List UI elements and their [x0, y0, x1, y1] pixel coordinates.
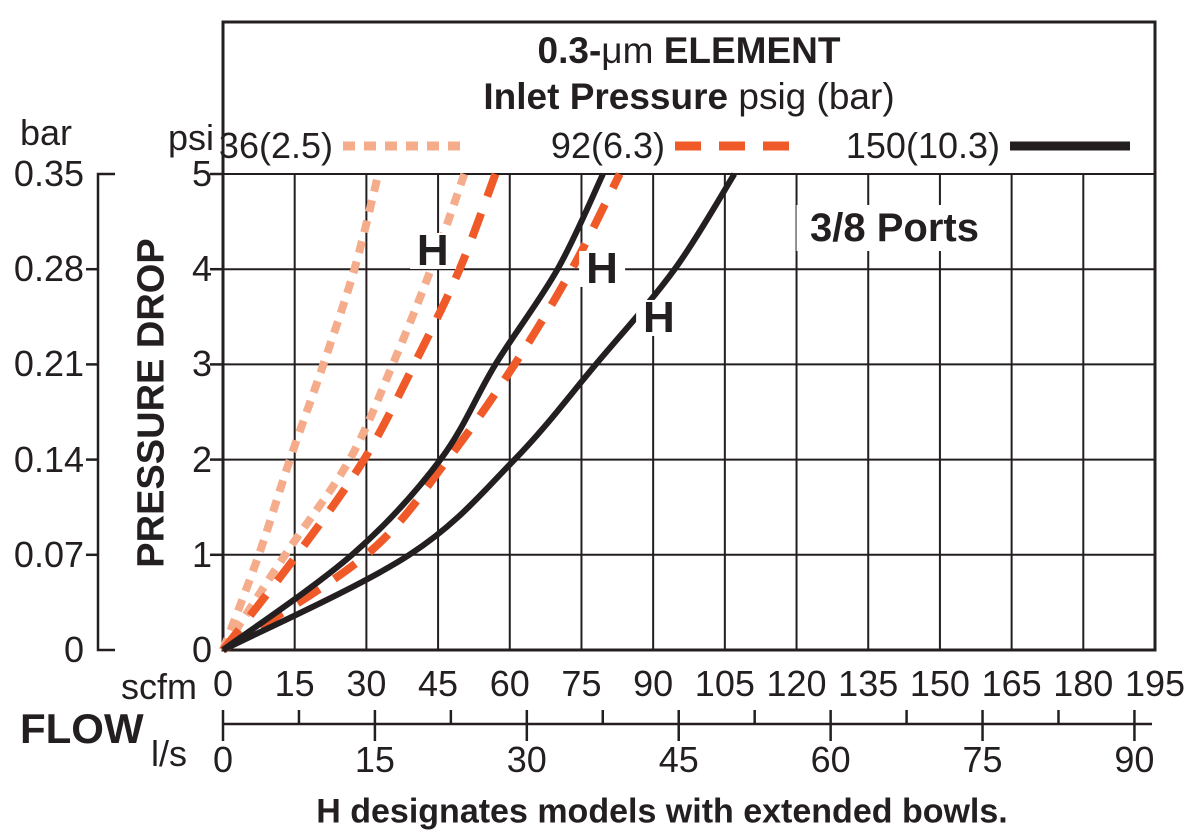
scfm-tick-label: 105 [694, 663, 755, 704]
ls-tick-label: 0 [212, 739, 234, 780]
scfm-tick-label: 165 [981, 663, 1042, 704]
psi-tick-label: 4 [191, 248, 212, 290]
scfm-tick-label: 30 [346, 663, 387, 704]
scfm-tick-label: 180 [1053, 663, 1114, 704]
h-curve-label: H [635, 295, 682, 339]
ls-tick-label: 75 [962, 739, 1003, 780]
chart-subtitle: Inlet Pressure psig (bar) [483, 76, 895, 118]
ports-size-label: 3/8 Ports [796, 205, 993, 252]
curve-36-2-5- [219, 173, 383, 652]
scfm-tick-label: 60 [489, 663, 530, 704]
bar-axis [96, 172, 115, 652]
title-prefix: 0.3- [537, 30, 602, 71]
legend-label: 150(10.3) [845, 125, 1000, 166]
title-micron-unit: μm [601, 30, 654, 71]
bar-tick-label: 0.35 [13, 153, 84, 194]
psi-tick-label: 5 [191, 153, 212, 194]
y-axis-title: PRESSURE DROP [130, 238, 173, 568]
chart-caption: H designates models with extended bowls. [316, 792, 1008, 831]
ls-tick-label: 90 [1114, 739, 1155, 780]
bar-unit-label: bar [19, 112, 73, 153]
scfm-tick-label: 45 [418, 663, 459, 704]
subtitle-units: psig (bar) [728, 76, 895, 117]
curve-92-6-3- [219, 172, 500, 653]
title-element: ELEMENT [653, 30, 841, 71]
psi-tick-label: 1 [191, 533, 212, 575]
bar-tick-label: 0.28 [13, 248, 84, 290]
bar-tick-label: 0 [63, 629, 84, 670]
ls-tick-label: 30 [506, 739, 547, 780]
ls-tick-label: 45 [658, 739, 699, 780]
scfm-tick-label: 0 [212, 663, 234, 704]
scfm-tick-label: 135 [838, 663, 899, 704]
curve-92-6-3-h [220, 172, 624, 654]
ls-tick-label: 15 [354, 739, 395, 780]
legend-label: 92(6.3) [550, 125, 665, 166]
scfm-tick-label: 120 [766, 663, 827, 704]
scfm-tick-label: 15 [274, 663, 315, 704]
curve-150-10-3- [221, 172, 606, 653]
bar-tick-label: 0.21 [13, 343, 84, 385]
scfm-unit-label: scfm [121, 666, 197, 707]
scfm-tick-label: 150 [909, 663, 970, 704]
chart-frame [221, 20, 1157, 652]
psi-unit-label: psi [167, 117, 215, 158]
curve-150-10-3-h [221, 172, 737, 653]
h-curve-label: H [579, 247, 625, 291]
bar-tick-label: 0.07 [13, 533, 84, 575]
scfm-tick-label: 75 [561, 663, 602, 704]
ls-tick-label: 60 [810, 739, 851, 780]
legend-label: 36(2.5) [218, 125, 333, 166]
psi-tick-label: 2 [191, 438, 212, 480]
scfm-tick-label: 195 [1124, 663, 1186, 704]
x-axis-title: FLOW [20, 705, 144, 752]
psi-tick-label: 0 [191, 629, 212, 670]
subtitle-bold: Inlet Pressure [483, 76, 729, 117]
ls-unit-label: l/s [151, 733, 187, 774]
scfm-tick-label: 90 [633, 663, 674, 704]
h-curve-label: H [409, 229, 456, 273]
chart-title: 0.3-μm ELEMENT [537, 30, 841, 72]
bar-tick-label: 0.14 [13, 438, 84, 480]
psi-tick-label: 3 [191, 343, 212, 385]
